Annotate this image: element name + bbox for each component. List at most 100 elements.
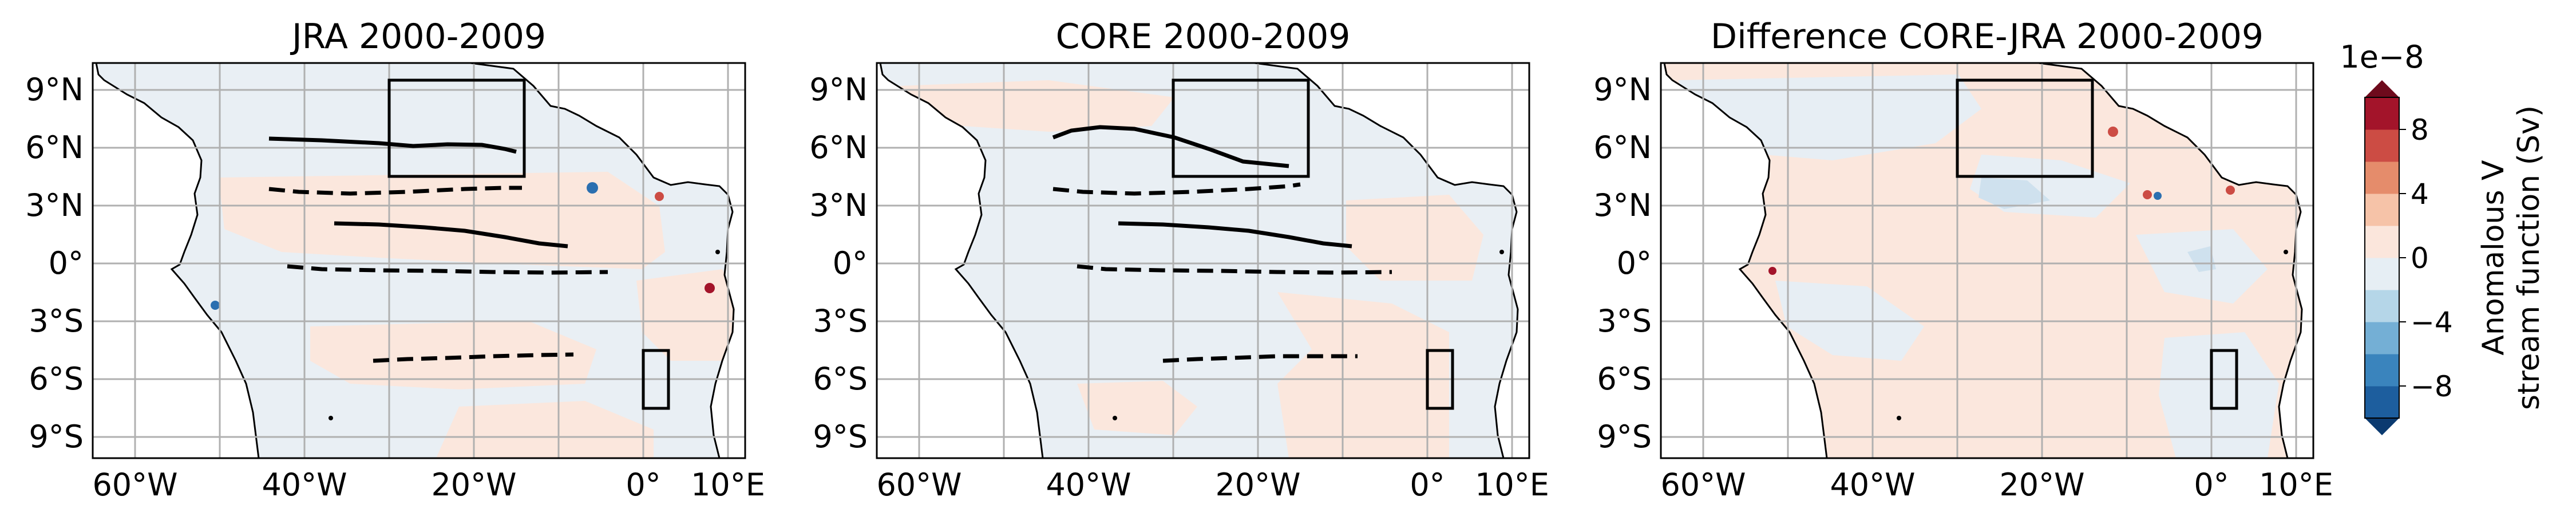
map-frame: [1660, 62, 2314, 459]
colorbar-segment: [2365, 258, 2399, 290]
map-panel-jra: JRA 2000-2009: [25, 17, 765, 503]
contour-dashed: [373, 352, 574, 363]
colorbar-ticks: 8 4 0 −4 −8: [2399, 113, 2453, 403]
svg-text:60°W: 60°W: [1660, 467, 1746, 503]
x-tick-labels: 60°W 40°W 20°W 0° 10°E: [92, 467, 765, 503]
island: [2284, 250, 2288, 254]
svg-text:6°N: 6°N: [1593, 129, 1652, 166]
svg-text:3°N: 3°N: [1593, 187, 1652, 223]
contour-dashed: [1052, 182, 1301, 196]
svg-text:40°W: 40°W: [262, 467, 347, 503]
x-tick-labels: 60°W 40°W 20°W 0° 10°E: [1660, 467, 2333, 503]
svg-text:10°E: 10°E: [1475, 467, 1549, 503]
positive-anomaly-region: [310, 321, 596, 389]
y-tick-labels: 9°N 6°N 3°N 0° 3°S 6°S 9°S: [809, 72, 868, 455]
colorbar-label: Anomalous V: [2476, 160, 2511, 356]
svg-text:−8: −8: [2411, 370, 2453, 403]
y-tick-labels: 9°N 6°N 3°N 0° 3°S 6°S 9°S: [1593, 72, 1652, 455]
region-box: [1426, 349, 1454, 410]
x-tick-labels: 60°W 40°W 20°W 0° 10°E: [876, 467, 1549, 503]
svg-text:0°: 0°: [49, 245, 84, 281]
colorbar-label: stream function (Sv): [2512, 105, 2546, 410]
positive-anomaly-region: [1346, 195, 1483, 281]
map-panel-core: CORE 2000-2009: [809, 17, 1549, 503]
svg-text:60°W: 60°W: [876, 467, 961, 503]
positive-anomaly-region: [1077, 381, 1197, 435]
island: [715, 250, 720, 254]
svg-text:40°W: 40°W: [1830, 467, 1915, 503]
colorbar-segment: [2365, 226, 2399, 258]
anomaly-spot: [211, 301, 220, 310]
svg-text:3°S: 3°S: [1597, 303, 1652, 339]
positive-anomaly-region: [900, 80, 1174, 132]
contour-dashed: [268, 186, 522, 196]
land-africa: [2027, 63, 2313, 458]
island: [329, 416, 333, 420]
colorbar-segment: [2365, 322, 2399, 354]
colorbar-segments: [2365, 97, 2399, 419]
svg-text:0: 0: [2411, 242, 2429, 275]
svg-text:9°N: 9°N: [809, 72, 868, 108]
panel-title: Difference CORE-JRA 2000-2009: [1711, 17, 2264, 57]
island: [1113, 416, 1117, 420]
colorbar-segment: [2365, 386, 2399, 419]
svg-text:20°W: 20°W: [431, 467, 516, 503]
anomaly-spot: [655, 192, 664, 201]
colorbar-segment: [2365, 161, 2399, 194]
svg-text:3°S: 3°S: [29, 303, 84, 339]
island: [1897, 416, 1901, 420]
svg-text:3°N: 3°N: [809, 187, 868, 223]
svg-text:9°N: 9°N: [25, 72, 84, 108]
y-tick-labels: 9°N 6°N 3°N 0° 3°S 6°S 9°S: [25, 72, 84, 455]
positive-anomaly-region: [636, 269, 745, 361]
anomaly-spot: [705, 283, 715, 293]
anomaly-spot: [1768, 267, 1776, 275]
svg-text:3°S: 3°S: [813, 303, 868, 339]
svg-text:0°: 0°: [1617, 245, 1652, 281]
region-box: [2210, 349, 2238, 410]
positive-anomaly-region: [436, 401, 654, 458]
svg-text:40°W: 40°W: [1046, 467, 1131, 503]
anomaly-spot: [587, 182, 598, 194]
svg-text:6°N: 6°N: [25, 129, 84, 166]
panel-title: JRA 2000-2009: [290, 17, 546, 57]
colorbar: 1e−8 8 4 0 −4 −8 Anomalous V stream func…: [2340, 39, 2546, 435]
colorbar-segment: [2365, 290, 2399, 322]
map-panel-difference: Difference CORE-JRA 2000-2009: [1593, 17, 2333, 503]
svg-text:0°: 0°: [626, 467, 660, 503]
svg-text:20°W: 20°W: [1215, 467, 1300, 503]
svg-text:10°E: 10°E: [2259, 467, 2333, 503]
contour-dashed: [1077, 264, 1392, 275]
colorbar-extend-min: [2365, 418, 2399, 435]
svg-text:9°S: 9°S: [29, 419, 84, 455]
svg-text:20°W: 20°W: [1999, 467, 2084, 503]
map-frame: [92, 62, 746, 459]
land-africa: [1243, 63, 1529, 458]
colorbar-segment: [2365, 97, 2399, 130]
colorbar-segment: [2365, 354, 2399, 387]
svg-text:−4: −4: [2411, 306, 2453, 339]
negative-anomaly-region: [2187, 246, 2216, 272]
svg-text:60°W: 60°W: [92, 467, 177, 503]
land-africa: [459, 63, 745, 458]
anomaly-spot: [2143, 190, 2152, 199]
svg-text:6°S: 6°S: [1597, 361, 1652, 397]
region-box: [387, 78, 526, 178]
anomaly-spot: [2226, 186, 2235, 195]
positive-anomaly-region: [1277, 292, 1449, 458]
map-frame: [876, 62, 1530, 459]
anomaly-spot: [2108, 127, 2118, 137]
negative-anomaly-region: [2159, 332, 2279, 458]
colorbar-segment: [2365, 194, 2399, 226]
island: [1499, 250, 1504, 254]
svg-text:4: 4: [2411, 178, 2429, 211]
gridlines: [877, 63, 1529, 458]
contour-solid: [1052, 125, 1289, 168]
region-box: [642, 349, 670, 410]
svg-text:0°: 0°: [2194, 467, 2229, 503]
svg-text:0°: 0°: [1410, 467, 1445, 503]
svg-text:6°S: 6°S: [813, 361, 868, 397]
colorbar-extend-max: [2365, 80, 2399, 97]
contour-solid: [268, 136, 517, 154]
